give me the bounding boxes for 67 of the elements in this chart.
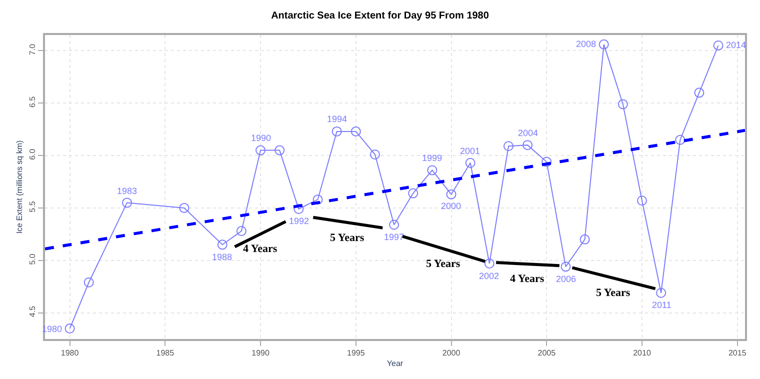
point	[408, 188, 418, 198]
annotation: 4 Years	[243, 243, 278, 255]
y-tick-label: 4.5	[28, 305, 37, 318]
x-tick-label: 2010	[633, 348, 652, 358]
point	[656, 288, 666, 298]
x-tick-label: 2000	[442, 348, 461, 358]
y-tick-label: 5.0	[28, 253, 37, 265]
point	[580, 234, 590, 244]
annotation: 2004	[518, 128, 538, 138]
point	[465, 158, 476, 168]
y-tick-label: 5.5	[28, 200, 37, 212]
x-tick-label: 1995	[347, 348, 366, 358]
annotation: 4 Years	[510, 273, 545, 285]
chart-title: Antarctic Sea Ice Extent for Day 95 From 1980	[271, 10, 490, 22]
x-tick-label: 2005	[538, 348, 556, 358]
point	[312, 194, 323, 205]
point	[294, 204, 304, 214]
x-tick-label: 2015	[728, 348, 747, 358]
point	[598, 39, 609, 50]
point	[694, 88, 704, 98]
annotation: 2002	[479, 271, 500, 281]
point	[427, 165, 438, 176]
annotation: 1992	[289, 216, 310, 226]
point	[637, 196, 647, 206]
annotation: 1999	[422, 153, 442, 163]
x-tick-label: 1980	[60, 348, 80, 358]
annotation: 5 Years	[596, 287, 631, 299]
annotation: 2000	[441, 201, 462, 211]
y-tick-label: 7.0	[28, 43, 37, 56]
point	[542, 156, 552, 167]
point	[84, 277, 94, 288]
point	[713, 40, 724, 50]
y-axis-title: Ice Extent (millions sq km)	[15, 140, 24, 234]
x-tick-label: 1985	[156, 348, 175, 358]
annotation: 2006	[556, 274, 576, 284]
annotation: 1994	[327, 114, 348, 124]
annotation: 2011	[652, 300, 672, 310]
point	[389, 220, 400, 230]
point	[370, 150, 380, 160]
point	[675, 134, 686, 145]
point	[236, 226, 246, 236]
point	[64, 324, 75, 334]
annotation: 5 Years	[330, 232, 365, 244]
point	[522, 140, 533, 150]
point	[503, 141, 514, 152]
point	[274, 145, 285, 156]
y-tick-label: 6.5	[28, 96, 37, 108]
point	[560, 262, 571, 272]
point	[350, 126, 361, 136]
annotation: 1988	[212, 252, 232, 262]
annotation: 1997	[384, 232, 404, 242]
annotation: 5 Years	[426, 258, 461, 270]
point	[484, 258, 494, 269]
annotation: 1983	[117, 186, 138, 196]
point	[332, 126, 342, 136]
point	[618, 99, 628, 110]
point	[179, 202, 190, 213]
point	[217, 240, 228, 250]
x-axis-title: Year	[386, 359, 404, 368]
annotation: 1990	[251, 133, 272, 143]
x-tick-label: 1990	[252, 348, 270, 358]
point	[122, 198, 132, 208]
annotation: 2001	[460, 146, 480, 156]
point	[446, 189, 456, 200]
y-tick-label: 6.0	[28, 148, 37, 160]
point	[256, 145, 266, 156]
annotation: 2008	[576, 39, 596, 49]
